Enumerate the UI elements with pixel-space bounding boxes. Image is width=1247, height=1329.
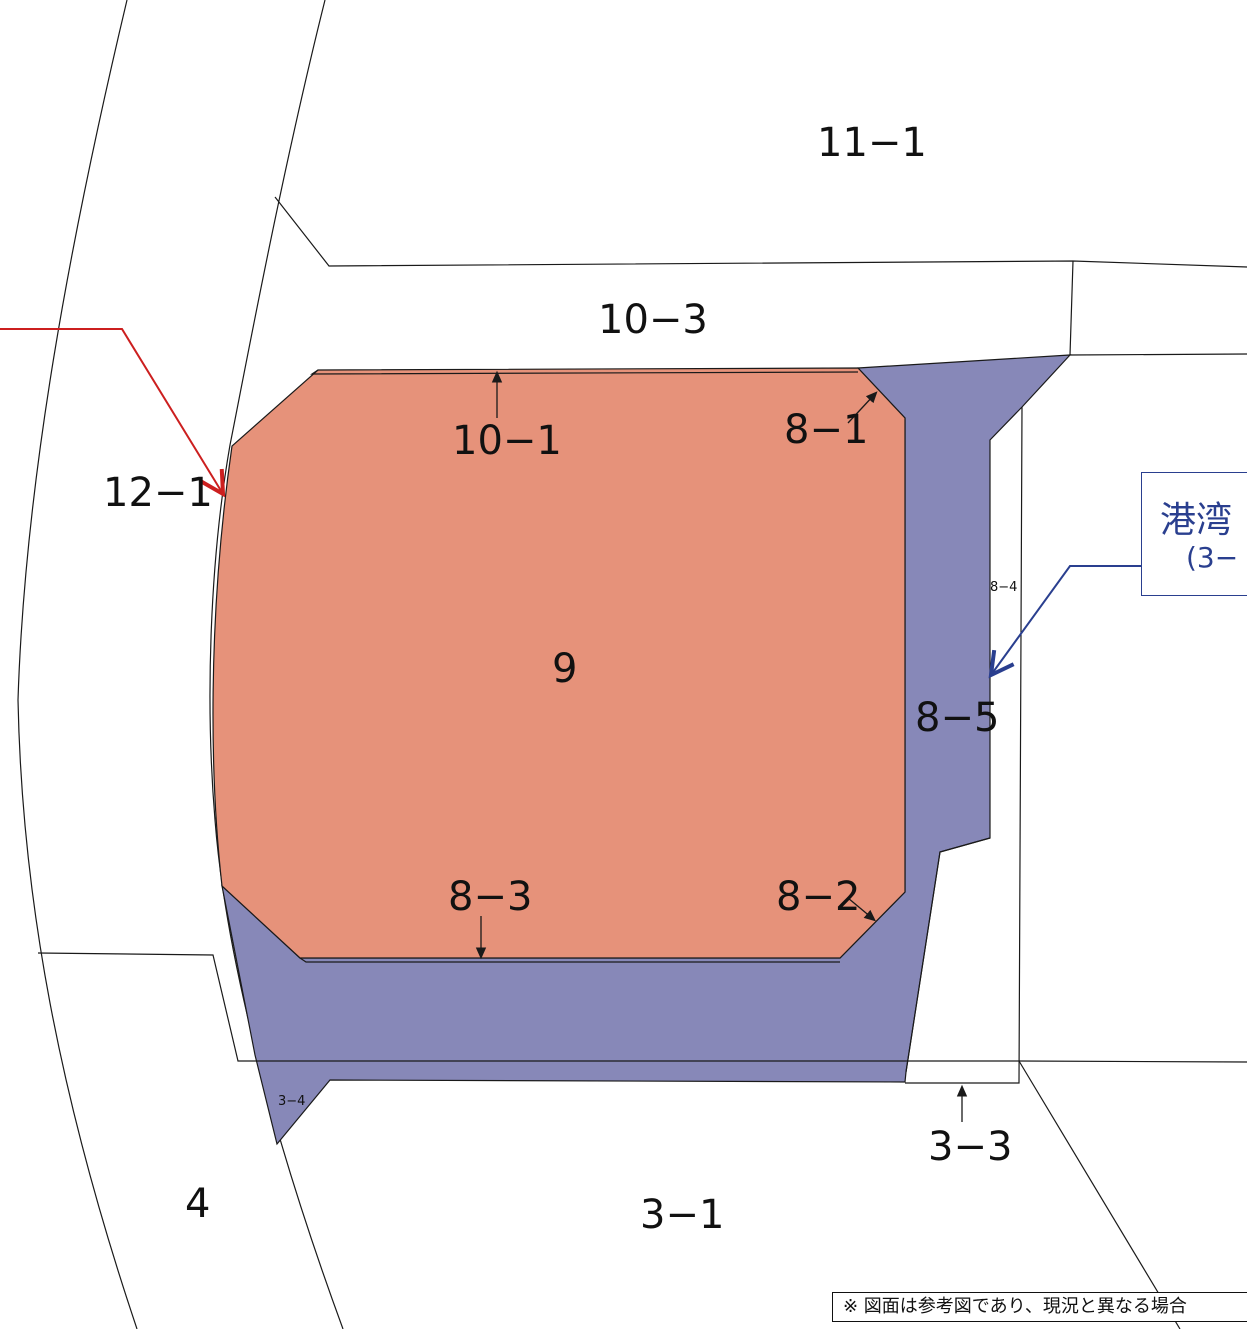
harbor-callout-subtitle: (3− (1186, 541, 1239, 574)
label-3-4: 3−4 (278, 1094, 305, 1109)
label-8-4: 8−4 (990, 580, 1017, 595)
parcel-10-1-strip (310, 369, 859, 375)
label-3-1: 3−1 (640, 1192, 724, 1238)
label-12-1: 12−1 (103, 470, 213, 516)
boundary-4-12 (37, 952, 1247, 1063)
parcel-9-area (212, 367, 906, 959)
label-8-5: 8−5 (915, 695, 999, 741)
harbor-callout-title: 港湾 (1160, 500, 1233, 541)
label-8-2: 8−2 (776, 874, 860, 920)
arrow-8-2 (847, 897, 876, 922)
reference-note: ※ 図面は参考図であり、現況と異なる場合 (832, 1292, 1247, 1322)
boundary-10-3-right (1069, 260, 1247, 356)
label-10-1: 10−1 (452, 418, 562, 464)
label-8-3: 8−3 (448, 874, 532, 920)
boundary-10-3-top (274, 196, 1247, 268)
harbor-callout-box: 港湾 (3− (1141, 472, 1247, 596)
parcel-8-3-strip (299, 957, 840, 963)
label-8-1: 8−1 (784, 407, 868, 453)
label-11-1: 11−1 (817, 120, 927, 166)
label-4: 4 (185, 1181, 210, 1227)
road-outer-curve (17, 0, 138, 1329)
red-leader-arrow (0, 328, 223, 494)
boundary-3-1-diagonal (1018, 1060, 1181, 1329)
label-9: 9 (552, 646, 577, 692)
arrow-8-1 (847, 391, 878, 424)
label-3-3: 3−3 (928, 1124, 1012, 1170)
boundary-3-3 (905, 837, 991, 1073)
blue-leader-arrow (991, 565, 1141, 675)
label-10-3: 10−3 (598, 297, 708, 343)
